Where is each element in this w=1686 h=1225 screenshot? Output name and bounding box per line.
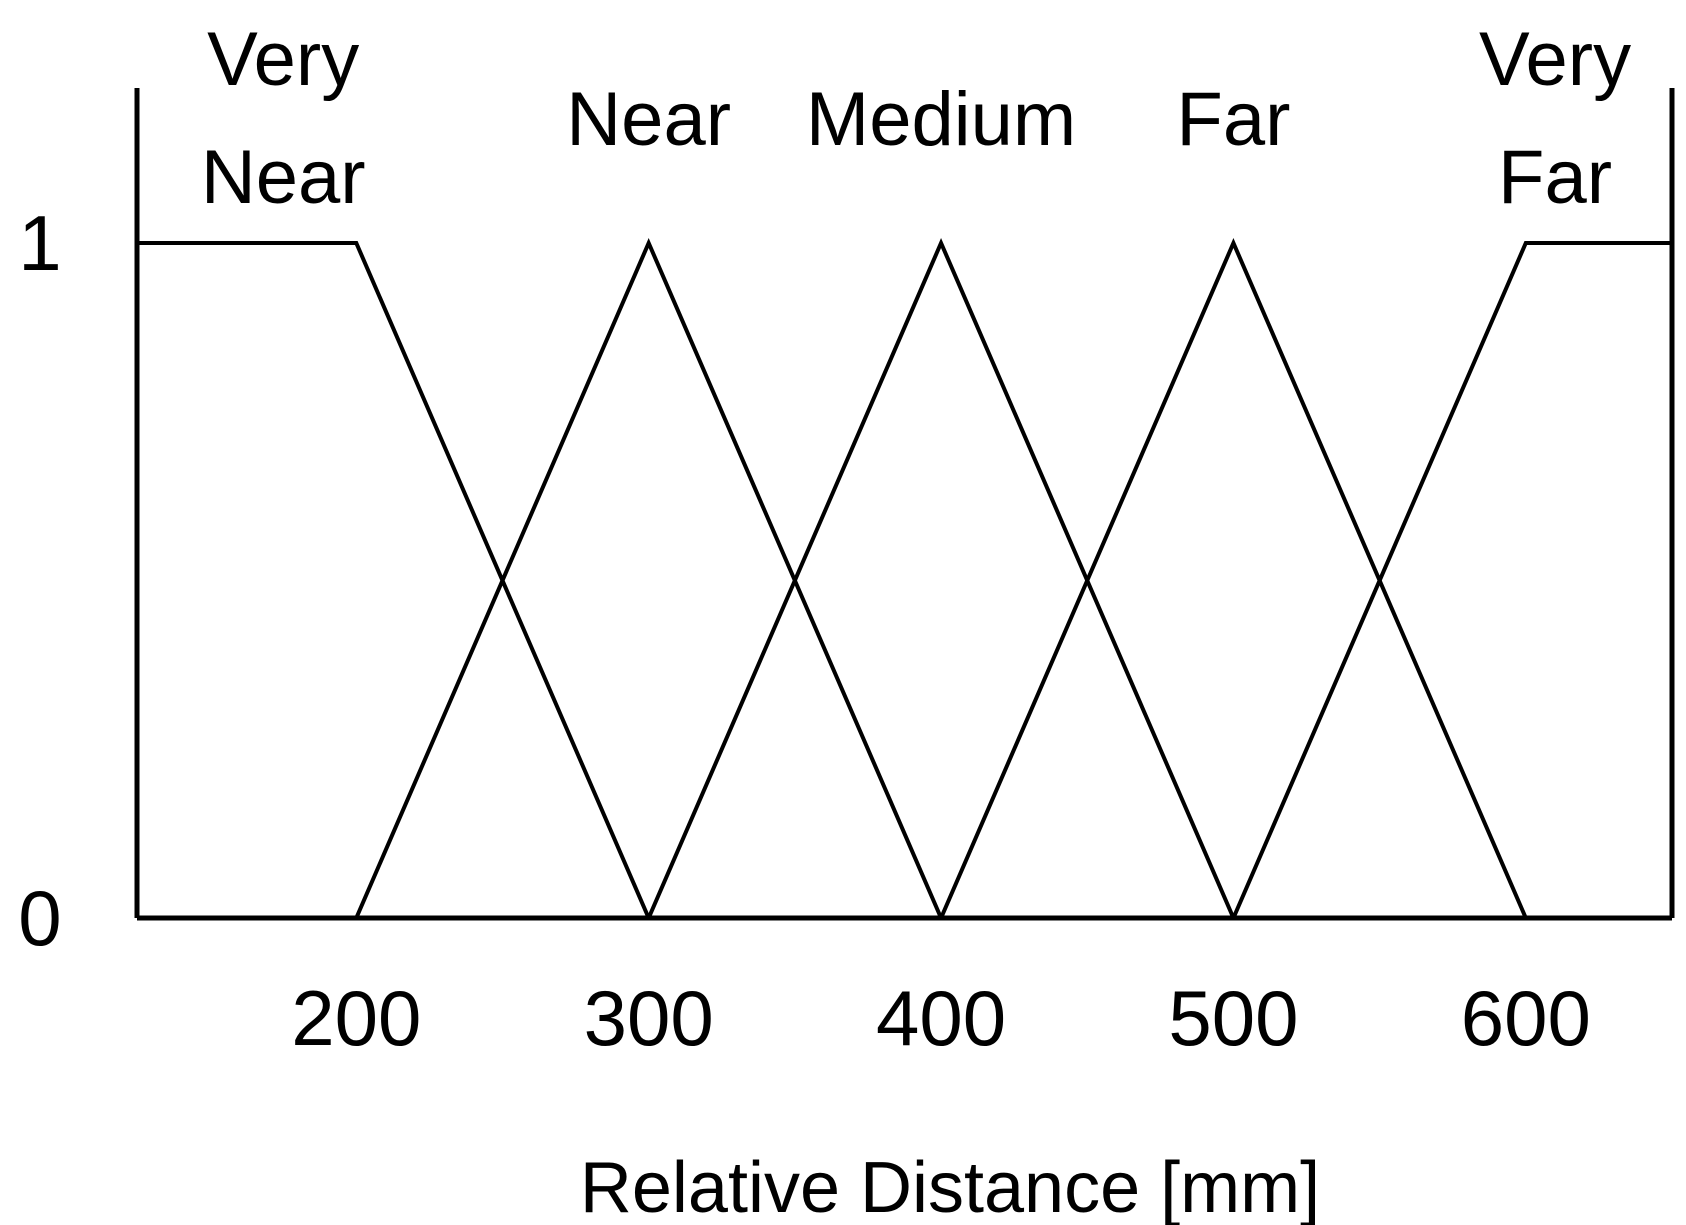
series-line-far [939,237,1528,919]
series-line-very-far [1231,241,1672,919]
series-label-very-far: Very Far [1479,17,1631,220]
y-tick-label-1: 1 [18,199,61,287]
series-line-near [354,237,943,919]
axes [134,88,1675,921]
x-tick-label-600: 600 [1461,974,1591,1062]
series-label-medium: Medium [806,77,1076,162]
series-line-very-near [137,241,651,919]
y-tick-label-0: 0 [18,874,61,962]
series-layer [137,237,1672,919]
x-axis-title: Relative Distance [mm] [580,1148,1320,1225]
x-tick-label-500: 500 [1168,974,1298,1062]
series-label-near: Near [566,77,731,162]
series-label-very-near: Very Near [201,17,366,220]
x-tick-label-400: 400 [876,974,1006,1062]
series-line-medium [646,237,1236,919]
tick-labels: 200 300 400 500 600 0 1 [18,199,1591,1062]
x-tick-label-200: 200 [291,974,421,1062]
set-labels: Very Near Near Medium Far Very Far [201,17,1631,220]
x-tick-label-300: 300 [584,974,714,1062]
series-label-far: Far [1176,77,1290,162]
